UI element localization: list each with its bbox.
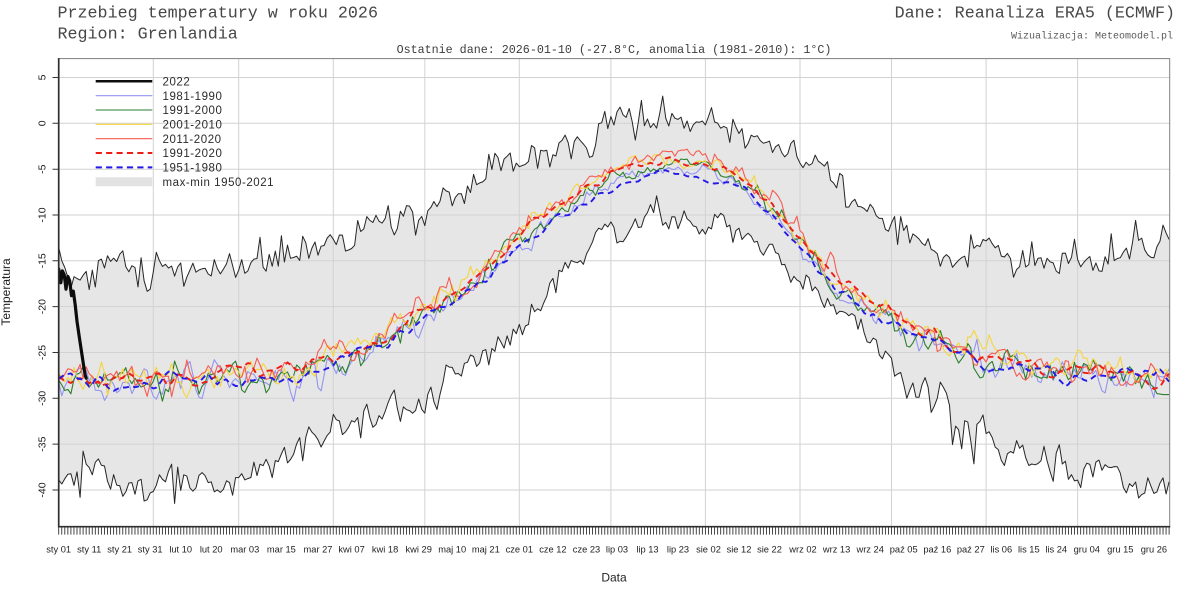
svg-text:kwi 18: kwi 18 xyxy=(372,545,398,555)
svg-text:Przebieg temperatury w roku 20: Przebieg temperatury w roku 2026 xyxy=(58,5,378,24)
svg-text:mar 27: mar 27 xyxy=(304,545,333,555)
svg-text:Ostatnie dane: 2026-01-10 (-27: Ostatnie dane: 2026-01-10 (-27.8°C, anom… xyxy=(397,43,832,57)
svg-text:sie 12: sie 12 xyxy=(727,545,752,555)
svg-text:cze 12: cze 12 xyxy=(539,545,566,555)
svg-text:-40: -40 xyxy=(37,482,49,497)
svg-text:paź 05: paź 05 xyxy=(890,545,918,555)
svg-text:wrz 02: wrz 02 xyxy=(788,545,816,555)
svg-text:sie 22: sie 22 xyxy=(757,545,782,555)
svg-text:1951-1980: 1951-1980 xyxy=(163,163,223,175)
svg-text:2011-2020: 2011-2020 xyxy=(163,134,222,146)
svg-text:lut 10: lut 10 xyxy=(169,545,192,555)
svg-text:-10: -10 xyxy=(37,207,49,222)
svg-text:2001-2010: 2001-2010 xyxy=(163,119,223,131)
svg-text:kwi 07: kwi 07 xyxy=(338,545,364,555)
svg-text:-20: -20 xyxy=(37,299,49,314)
svg-text:lip 03: lip 03 xyxy=(606,545,628,555)
svg-text:kwi 29: kwi 29 xyxy=(406,545,432,555)
svg-text:Region: Grenlandia: Region: Grenlandia xyxy=(58,26,238,45)
svg-text:lis 24: lis 24 xyxy=(1045,545,1067,555)
svg-text:max-min 1950-2021: max-min 1950-2021 xyxy=(163,177,275,189)
svg-text:maj 21: maj 21 xyxy=(472,545,500,555)
svg-text:paź 16: paź 16 xyxy=(923,545,951,555)
svg-text:Temperatura: Temperatura xyxy=(0,258,13,326)
svg-text:cze 01: cze 01 xyxy=(506,545,533,555)
svg-text:lis 06: lis 06 xyxy=(990,545,1012,555)
svg-text:-15: -15 xyxy=(37,253,49,268)
svg-text:1991-2020: 1991-2020 xyxy=(163,148,223,160)
svg-text:wrz 24: wrz 24 xyxy=(856,545,884,555)
svg-text:1981-1990: 1981-1990 xyxy=(163,91,223,103)
svg-text:-35: -35 xyxy=(37,436,49,451)
svg-text:cze 23: cze 23 xyxy=(573,545,600,555)
svg-text:mar 03: mar 03 xyxy=(230,545,259,555)
svg-text:maj 10: maj 10 xyxy=(438,545,466,555)
svg-text:lip 13: lip 13 xyxy=(636,545,658,555)
svg-text:sie 02: sie 02 xyxy=(696,545,721,555)
svg-text:Wizualizacja: Meteomodel.pl: Wizualizacja: Meteomodel.pl xyxy=(1011,31,1173,43)
svg-text:2022: 2022 xyxy=(163,76,191,88)
svg-text:5: 5 xyxy=(37,74,49,80)
svg-text:gru 15: gru 15 xyxy=(1107,545,1133,555)
svg-text:wrz 13: wrz 13 xyxy=(822,545,850,555)
svg-text:gru 04: gru 04 xyxy=(1074,545,1100,555)
svg-text:1991-2000: 1991-2000 xyxy=(163,105,223,117)
svg-text:-5: -5 xyxy=(37,164,49,173)
svg-text:lis 15: lis 15 xyxy=(1018,545,1040,555)
svg-text:lut 20: lut 20 xyxy=(200,545,223,555)
svg-text:lip 23: lip 23 xyxy=(667,545,689,555)
svg-text:Data: Data xyxy=(601,571,627,585)
svg-text:-25: -25 xyxy=(37,345,49,360)
svg-text:sty 31: sty 31 xyxy=(138,545,163,555)
svg-text:0: 0 xyxy=(37,120,49,126)
svg-text:sty 21: sty 21 xyxy=(107,545,132,555)
svg-text:sty 11: sty 11 xyxy=(77,545,101,555)
svg-text:mar 15: mar 15 xyxy=(267,545,296,555)
svg-text:Dane: Reanaliza ERA5 (ECMWF): Dane: Reanaliza ERA5 (ECMWF) xyxy=(895,5,1175,24)
svg-text:gru 26: gru 26 xyxy=(1141,545,1167,555)
svg-text:-30: -30 xyxy=(37,391,49,406)
svg-text:paź 27: paź 27 xyxy=(957,545,985,555)
svg-text:sty 01: sty 01 xyxy=(46,545,71,555)
